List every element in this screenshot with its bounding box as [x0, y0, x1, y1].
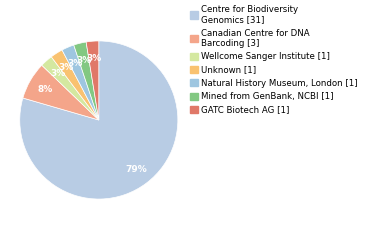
Wedge shape [74, 42, 99, 120]
Wedge shape [51, 50, 99, 120]
Legend: Centre for Biodiversity
Genomics [31], Canadian Centre for DNA
Barcoding [3], We: Centre for Biodiversity Genomics [31], C… [190, 5, 358, 114]
Text: 3%: 3% [76, 56, 92, 65]
Text: 3%: 3% [50, 69, 65, 78]
Text: 3%: 3% [67, 59, 82, 68]
Text: 8%: 8% [38, 85, 53, 94]
Wedge shape [62, 45, 99, 120]
Wedge shape [20, 41, 178, 199]
Text: 3%: 3% [58, 63, 73, 72]
Text: 79%: 79% [125, 165, 147, 174]
Text: 3%: 3% [86, 54, 101, 63]
Wedge shape [42, 57, 99, 120]
Wedge shape [23, 65, 99, 120]
Wedge shape [86, 41, 99, 120]
